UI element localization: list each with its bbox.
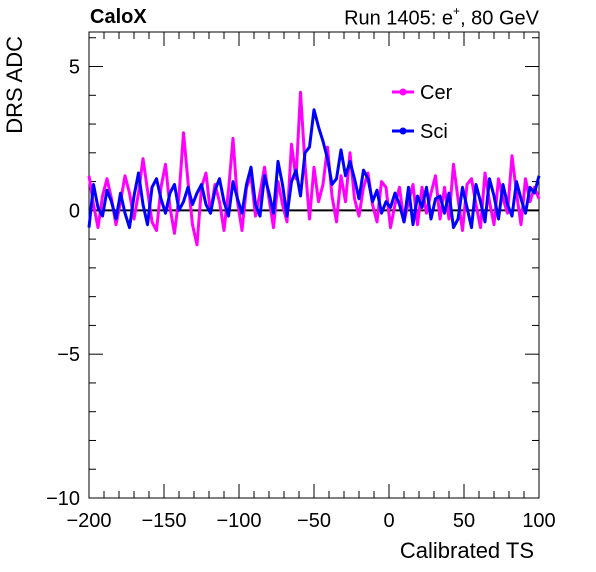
x-tick-label: 100 — [522, 510, 555, 532]
x-axis-label: Calibrated TS — [400, 538, 534, 563]
legend-marker — [399, 127, 407, 135]
series-line-sci — [87, 108, 541, 230]
x-tick-label: −150 — [141, 510, 186, 532]
legend-label: Sci — [420, 121, 448, 143]
legend-marker — [399, 88, 407, 96]
y-tick-label: 0 — [69, 200, 80, 222]
x-tick-label: 0 — [383, 510, 394, 532]
x-tick-label: −100 — [216, 510, 261, 532]
run-info-charge: + — [453, 4, 461, 18]
y-axis-label: DRS ADC — [2, 36, 27, 134]
legend-label: Cer — [420, 82, 453, 104]
experiment-label: CaloX — [90, 6, 147, 28]
y-tick-label: −5 — [57, 344, 80, 366]
x-tick-label: 50 — [453, 510, 475, 532]
plot-frame — [88, 31, 540, 499]
series-layer — [87, 90, 541, 247]
x-tick-label: −200 — [66, 510, 111, 532]
legend: Cer Sci — [392, 82, 453, 143]
y-tick-label: 5 — [69, 57, 80, 79]
series-line-cer — [87, 90, 541, 247]
axis-ticks — [88, 32, 540, 499]
run-info-prefix: Run 1405: e — [344, 7, 454, 30]
axis-tick-labels: −200 −150 −100 −50 0 50 100−10−505 — [46, 57, 556, 532]
run-info-suffix: , 80 GeV — [460, 7, 539, 30]
x-tick-label: −50 — [297, 510, 331, 532]
y-tick-label: −10 — [46, 488, 80, 510]
run-info-label: Run 1405: e+, 80 GeV — [344, 4, 539, 31]
